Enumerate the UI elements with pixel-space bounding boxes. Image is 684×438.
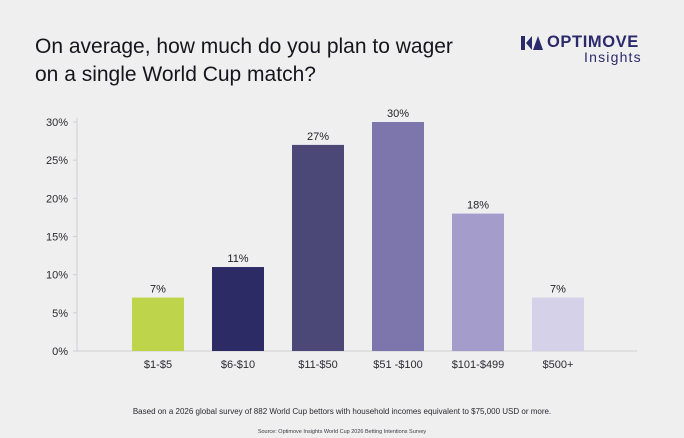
x-tick-label: $51 -$100 — [373, 359, 423, 371]
x-tick-label: $11-$50 — [298, 359, 338, 371]
y-tick-label: 10% — [46, 270, 68, 282]
y-tick-label: 0% — [52, 346, 68, 358]
chart-title: On average, how much do you plan to wage… — [35, 35, 453, 86]
data-label: 18% — [467, 200, 489, 212]
y-tick-label: 20% — [46, 193, 68, 205]
chart-footnote: Based on a 2026 global survey of 882 Wor… — [132, 407, 552, 416]
bar-chart: 0% 5% 10% 15% 20% 25% 30% $1-$5 7% $6-$10 11% $11-… — [46, 108, 637, 371]
data-label: 30% — [387, 108, 409, 120]
y-tick-label: 15% — [46, 232, 68, 244]
bar — [532, 297, 584, 351]
y-tick-label: 30% — [46, 117, 68, 129]
optimove-logo-icon — [521, 36, 543, 50]
x-tick-label: $1-$5 — [144, 359, 172, 371]
bar — [372, 122, 424, 351]
x-tick-label: $6-$10 — [221, 359, 255, 371]
data-label: 11% — [227, 253, 248, 265]
bar — [212, 267, 264, 351]
data-label: 27% — [307, 131, 329, 143]
brand-sub: Insights — [584, 49, 642, 65]
x-tick-label: $500+ — [543, 359, 574, 371]
brand-name: OPTIMOVE — [547, 33, 639, 51]
chart-source: Source: Optimove Insights World Cup 2026… — [257, 429, 427, 435]
x-tick-label: $101-$499 — [452, 359, 505, 371]
data-label: 7% — [150, 284, 166, 296]
y-tick-label: 5% — [52, 308, 68, 320]
bar — [132, 297, 184, 351]
bar — [452, 213, 504, 351]
bar — [292, 144, 344, 351]
data-label: 7% — [550, 284, 566, 296]
y-tick-label: 25% — [46, 155, 68, 167]
brand-logo: OPTIMOVE Insights — [521, 33, 661, 69]
